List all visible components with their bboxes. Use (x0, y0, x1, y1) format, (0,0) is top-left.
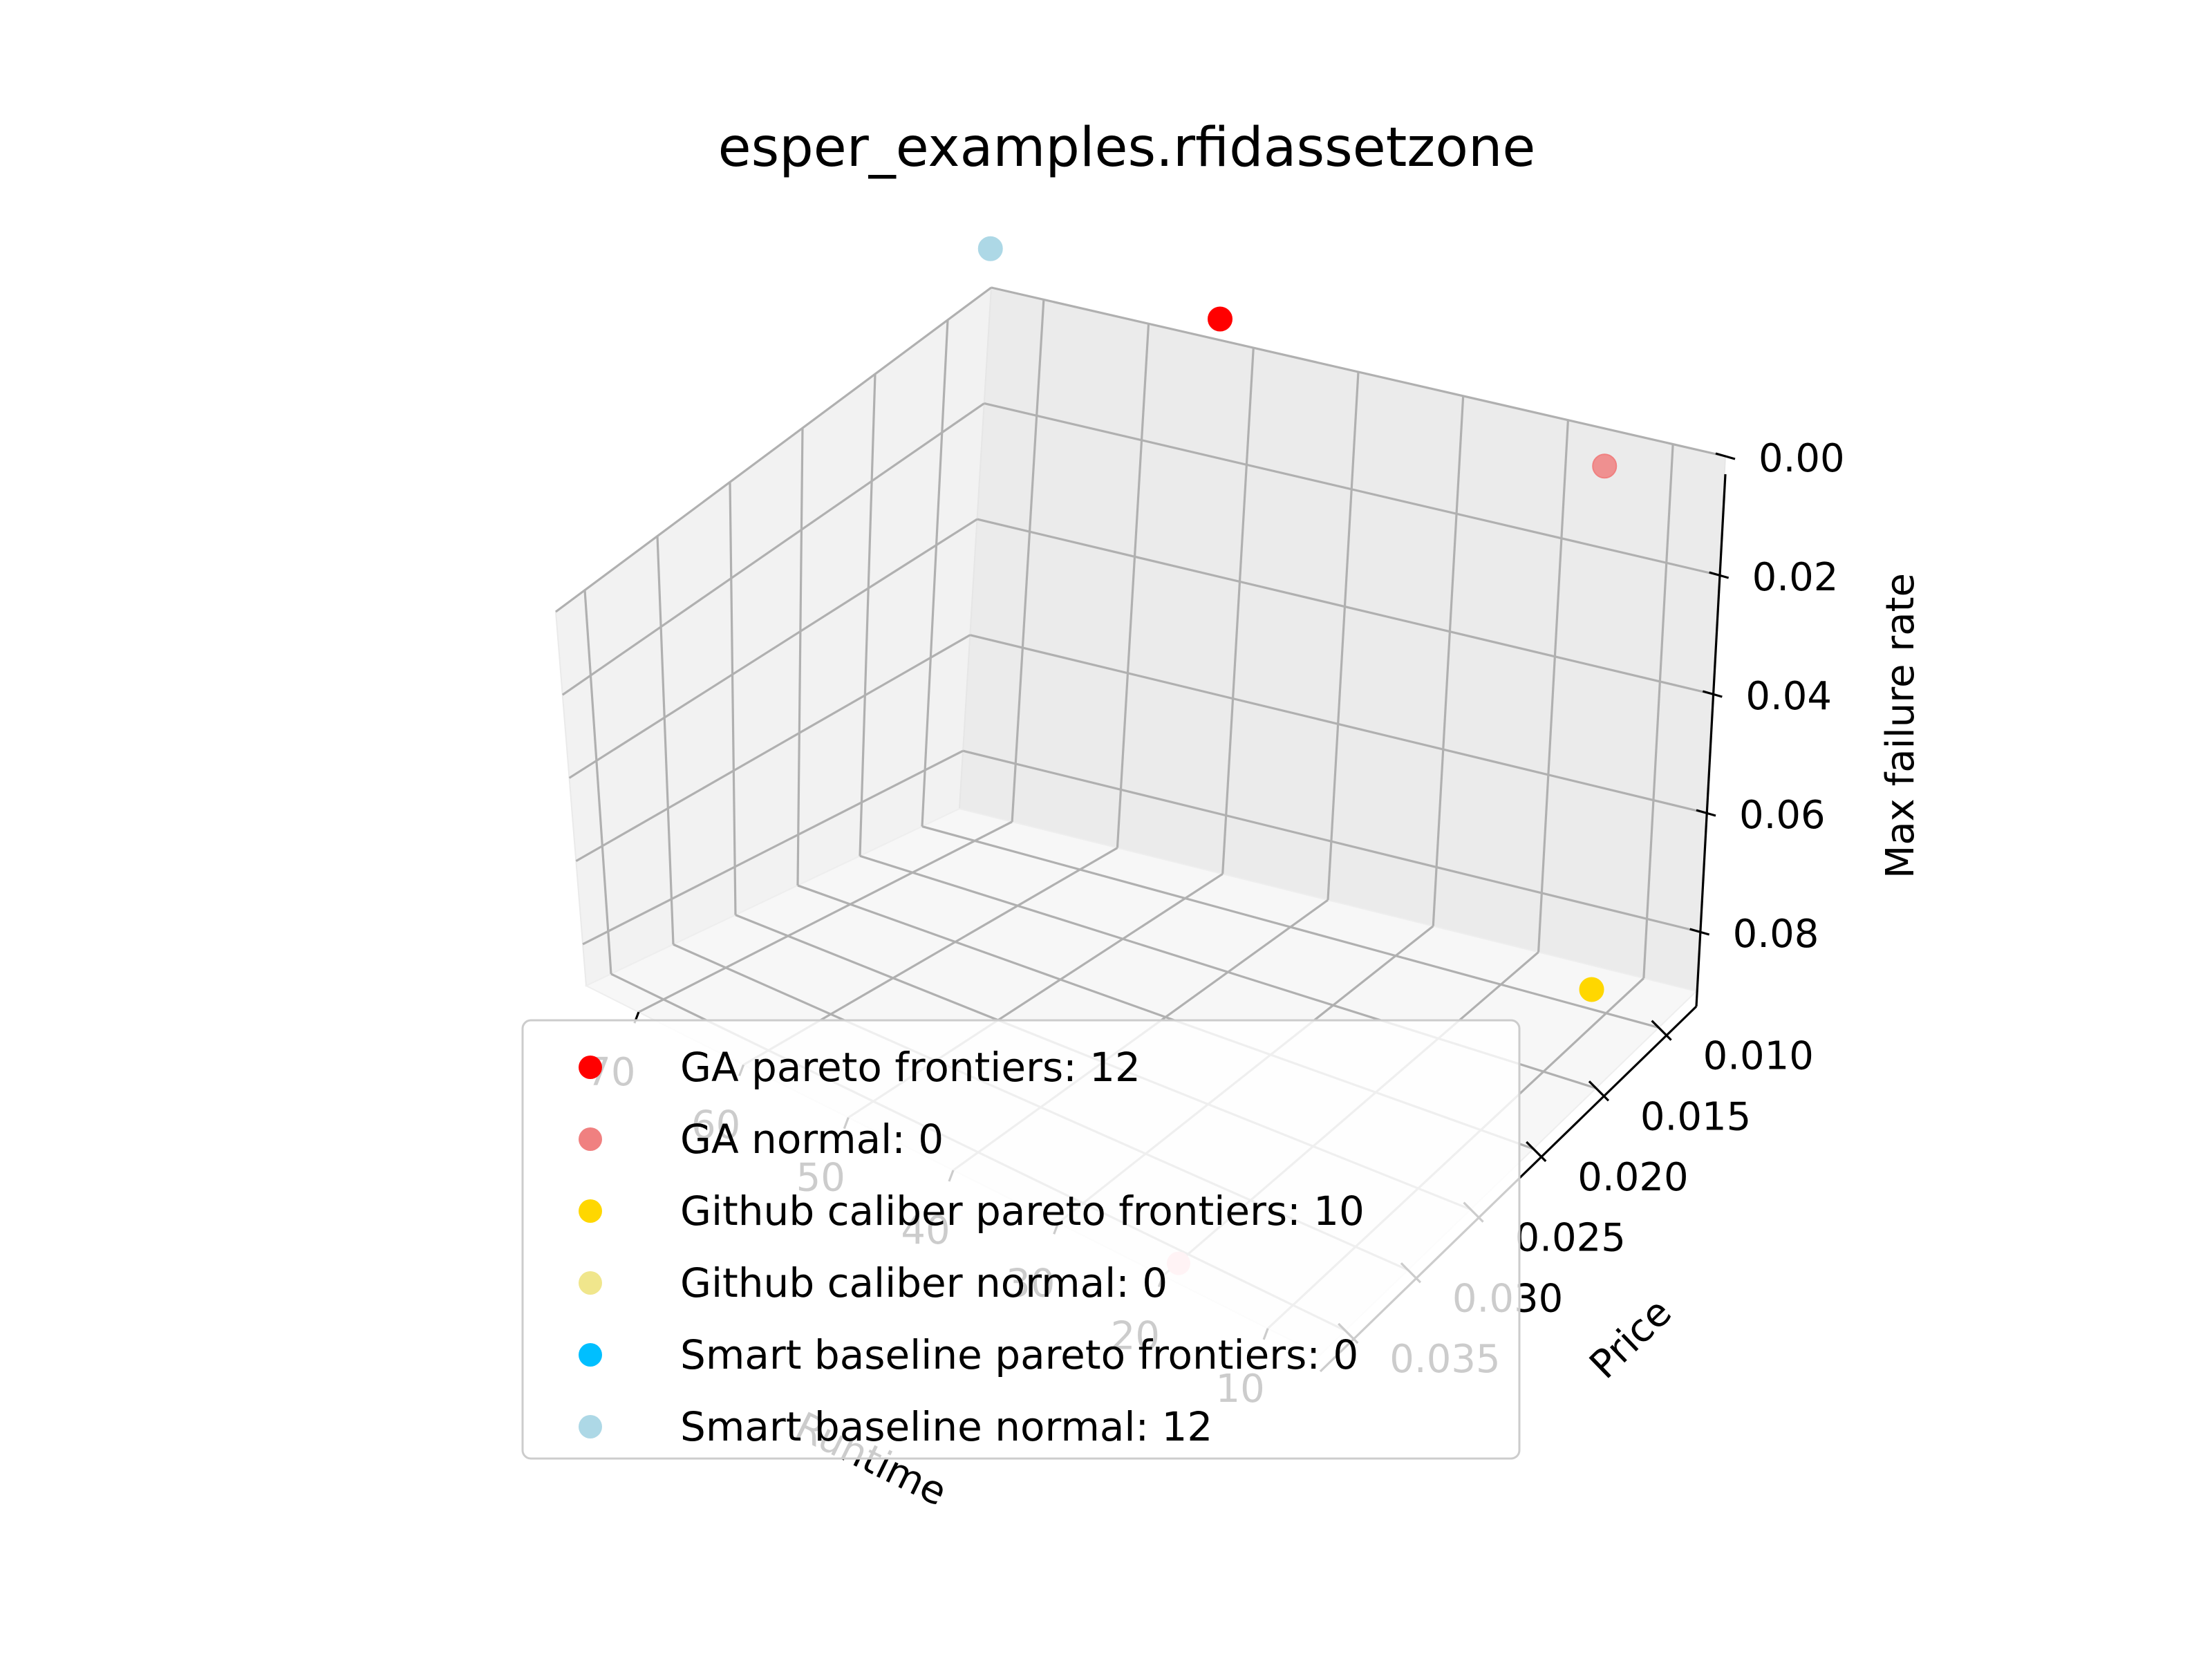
legend: GA pareto frontiers: 12 GA normal: 0 Githu… (521, 1019, 1521, 1460)
legend-label: Github caliber normal: 0 (680, 1259, 1168, 1306)
legend-box (521, 1019, 1521, 1460)
gridline-y-left (859, 374, 877, 856)
z-axis-label: Max failure rate (1878, 573, 1923, 879)
gridline-x-back (1642, 444, 1674, 979)
data-point (1208, 306, 1233, 332)
z-tick-mark (1709, 571, 1730, 579)
data-point (977, 236, 1003, 261)
z-tick-label: 0.02 (1752, 555, 1839, 600)
legend-label: GA normal: 0 (680, 1116, 944, 1163)
legend-label: GA pareto frontiers: 12 (680, 1044, 1141, 1091)
y-tick-mark (1651, 1020, 1672, 1041)
gridline-z-back (991, 286, 1726, 458)
chart-title: esper_examples.rfidassetzone (718, 117, 1536, 179)
z-tick-mark (1715, 452, 1736, 460)
gridline-y-left (796, 428, 804, 885)
y-tick-label: 0.010 (1703, 1034, 1814, 1079)
z-tick-mark (1702, 690, 1723, 698)
gridline-x-back (1116, 324, 1150, 848)
gridline-y-left (921, 319, 949, 827)
y-axis-label: Price (1581, 1290, 1680, 1388)
gridline-x-back (1537, 420, 1570, 953)
data-point (1579, 977, 1604, 1002)
y-tick-mark (1526, 1141, 1547, 1163)
z-tick-label: 0.08 (1733, 912, 1819, 957)
legend-label: Smart baseline normal: 12 (680, 1403, 1212, 1450)
y-tick-label: 0.015 (1640, 1094, 1751, 1139)
gridline-z-left (582, 749, 964, 946)
gridline-z-back (984, 402, 1720, 577)
gridline-x-back (1327, 371, 1360, 901)
gridline-z-left (555, 286, 992, 613)
legend-label: Github caliber pareto frontiers: 10 (680, 1188, 1365, 1235)
z-axis-line (1695, 474, 1727, 1007)
gridline-x-floor (638, 821, 1013, 1013)
gridline-x-back (1011, 299, 1045, 822)
legend-items: GA pareto frontiers: 12 GA normal: 0 Githu… (579, 1044, 1365, 1450)
z-tick-mark (1696, 809, 1716, 817)
gridline-y-left (729, 482, 737, 915)
legend-marker (579, 1127, 602, 1151)
y-tick-label: 0.020 (1577, 1155, 1688, 1200)
gridline-y-left (656, 536, 675, 945)
gridline-z-left (561, 402, 985, 696)
legend-label: Smart baseline pareto frontiers: 0 (680, 1331, 1358, 1378)
z-tick-label: 0.06 (1739, 793, 1826, 838)
gridline-z-back (977, 518, 1713, 695)
data-point (1592, 453, 1618, 479)
z-tick-mark (1689, 928, 1710, 936)
y-tick-label: 0.025 (1515, 1216, 1626, 1261)
legend-marker (579, 1199, 602, 1223)
gridline-x-back (1432, 395, 1465, 926)
gridline-y-left (583, 590, 612, 975)
legend-marker (579, 1343, 602, 1367)
legend-marker (579, 1056, 602, 1079)
legend-marker (579, 1271, 602, 1295)
y-tick-mark (1588, 1080, 1610, 1102)
gridline-x-back (1221, 348, 1255, 874)
gridline-z-back (962, 749, 1700, 933)
gridline-y-floor (921, 825, 1660, 1029)
z-tick-label: 0.00 (1759, 436, 1845, 481)
legend-marker (579, 1415, 602, 1438)
gridline-z-left (568, 518, 978, 779)
gridline-z-left (575, 634, 971, 863)
gridline-z-back (969, 634, 1707, 814)
z-tick-label: 0.04 (1745, 674, 1832, 719)
